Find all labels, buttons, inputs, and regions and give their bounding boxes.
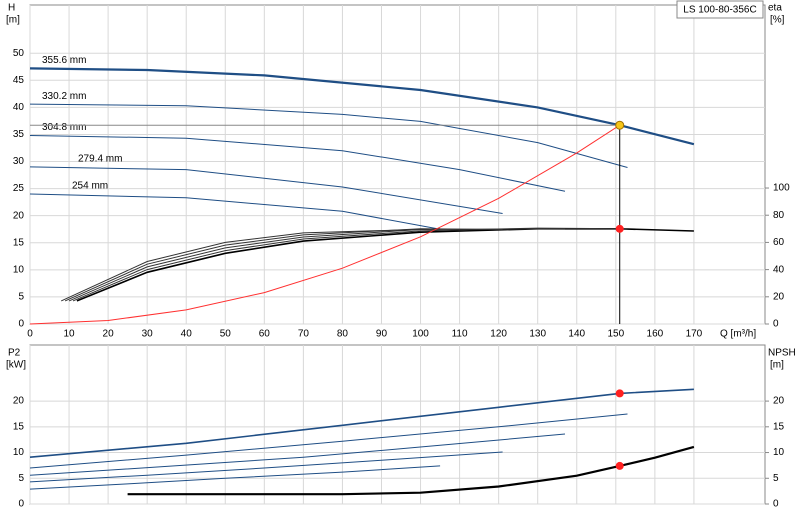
curve <box>29 413 628 469</box>
y2-axis-label: [%] <box>770 15 785 26</box>
curve <box>29 193 441 230</box>
curve <box>29 465 441 490</box>
curve <box>60 228 441 302</box>
curve-label: 330.2 mm <box>42 91 86 102</box>
x-tick-label: 170 <box>686 329 703 340</box>
x-tick-label: 110 <box>452 329 468 340</box>
y-axis-label: P2 <box>8 348 21 359</box>
y-tick-label: 5 <box>18 473 24 484</box>
y2-axis-label: [m] <box>770 360 784 371</box>
y-tick-label: 15 <box>13 421 25 432</box>
x-tick-label: 20 <box>103 329 115 340</box>
y2-tick-label: 5 <box>773 473 779 484</box>
y-axis-label: [m] <box>6 15 20 26</box>
y-tick-label: 20 <box>13 210 25 221</box>
curve <box>72 227 628 302</box>
x-tick-label: 0 <box>27 329 33 340</box>
x-tick-label: 90 <box>376 329 388 340</box>
x-axis-label: Q [m³/h] <box>720 329 756 340</box>
y2-tick-label: 80 <box>773 210 785 221</box>
y-tick-label: 45 <box>13 75 25 86</box>
curve <box>76 228 694 302</box>
operating-point <box>615 224 624 233</box>
y-tick-label: 0 <box>18 499 24 510</box>
curve <box>29 103 628 168</box>
y2-tick-label: 10 <box>773 447 785 458</box>
x-tick-label: 100 <box>412 329 429 340</box>
y-tick-label: 40 <box>13 102 25 113</box>
x-tick-label: 130 <box>529 329 546 340</box>
y2-tick-label: 60 <box>773 237 785 248</box>
x-tick-label: 10 <box>63 329 75 340</box>
curve <box>29 451 503 483</box>
x-tick-label: 50 <box>220 329 232 340</box>
x-tick-label: 150 <box>607 329 624 340</box>
x-tick-label: 40 <box>181 329 193 340</box>
curve-label: 254 mm <box>72 181 108 192</box>
y-axis-label: [kW] <box>6 360 26 371</box>
y2-tick-label: 20 <box>773 396 785 407</box>
x-tick-label: 160 <box>647 329 664 340</box>
operating-point <box>615 389 624 398</box>
curve <box>29 124 620 325</box>
y2-tick-label: 15 <box>773 421 785 432</box>
y2-tick-label: 100 <box>773 183 790 194</box>
title-box <box>676 0 764 19</box>
curve <box>29 67 695 146</box>
y2-axis-label: NPSH <box>768 348 796 359</box>
y-tick-label: 5 <box>18 292 24 303</box>
y2-axis-label: eta <box>768 3 782 14</box>
x-tick-label: 80 <box>337 329 349 340</box>
curve <box>29 433 566 476</box>
y-tick-label: 0 <box>18 319 24 330</box>
y2-tick-label: 20 <box>773 291 785 302</box>
y2-tick-label: 0 <box>773 319 779 330</box>
y-tick-label: 25 <box>13 183 25 194</box>
x-tick-label: 120 <box>490 329 507 340</box>
y2-tick-label: 40 <box>773 264 785 275</box>
curve <box>29 166 503 214</box>
curve <box>29 135 566 192</box>
y-tick-label: 30 <box>13 156 25 167</box>
y-tick-label: 20 <box>13 396 25 407</box>
chart-title: LS 100-80-356C <box>683 5 756 16</box>
curve-label: 355.6 mm <box>42 55 86 66</box>
y-tick-label: 35 <box>13 129 25 140</box>
operating-point <box>615 120 625 130</box>
x-tick-label: 140 <box>568 329 585 340</box>
x-tick-label: 30 <box>142 329 154 340</box>
operating-point <box>615 461 624 470</box>
curve <box>29 388 694 458</box>
curve <box>127 445 695 496</box>
x-tick-label: 60 <box>259 329 271 340</box>
y-tick-label: 10 <box>13 447 25 458</box>
curve-label: 304.8 mm <box>42 122 86 133</box>
y2-tick-label: 0 <box>773 499 779 510</box>
curve-label: 279.4 mm <box>78 154 122 165</box>
y-axis-label: H <box>8 3 15 14</box>
y-tick-label: 15 <box>13 237 25 248</box>
y-tick-label: 10 <box>13 264 25 275</box>
x-tick-label: 70 <box>298 329 310 340</box>
y-tick-label: 50 <box>13 48 25 59</box>
